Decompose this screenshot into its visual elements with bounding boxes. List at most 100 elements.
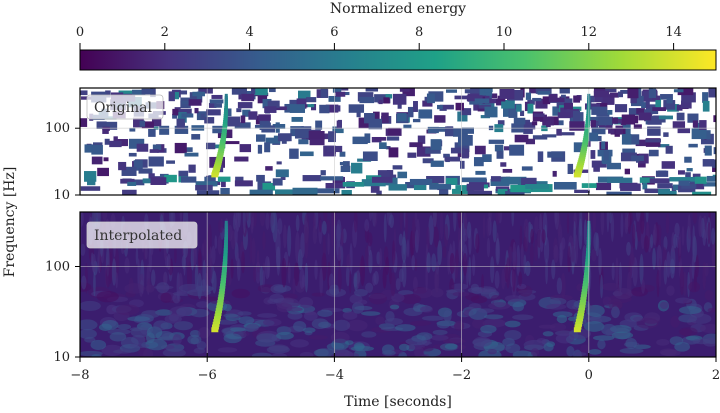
original-tile: [494, 144, 504, 152]
interpolated-chirp: [213, 319, 221, 325]
interpolated-chirp: [578, 305, 585, 311]
interpolated-chirp: [224, 223, 228, 229]
interpolated-blob: [675, 297, 692, 304]
original-tile: [598, 163, 603, 168]
interpolated-chirp: [582, 280, 589, 286]
original-tile: [277, 133, 292, 142]
interpolated-blob: [626, 241, 632, 256]
interpolated-blob: [707, 221, 711, 245]
interpolated-blob: [392, 240, 396, 266]
original-tile: [430, 139, 442, 150]
x-tick-label: −8: [70, 368, 89, 383]
interpolated-blob: [130, 327, 151, 338]
interpolated-blob: [246, 323, 260, 332]
original-tile: [638, 112, 652, 121]
original-tile: [120, 178, 135, 184]
interpolated-blob: [341, 227, 344, 246]
original-tile: [409, 178, 433, 186]
interpolated-blob: [117, 324, 132, 330]
interpolated-blob: [591, 248, 597, 262]
interpolated-chirp: [212, 324, 219, 330]
original-tile: [264, 142, 271, 153]
original-tile: [200, 113, 205, 120]
original-tile: [658, 115, 673, 120]
interpolated-chirp: [222, 259, 228, 265]
original-tile: [444, 126, 454, 137]
interpolated-blob: [674, 222, 680, 238]
original-tile: [269, 88, 276, 93]
interpolated-blob: [687, 214, 691, 240]
original-tile: [422, 158, 434, 164]
original-tile: [455, 102, 464, 111]
x-tick-label: 2: [712, 368, 720, 383]
y-tick-label: 10: [53, 350, 70, 365]
original-tile: [342, 182, 365, 187]
original-tile: [166, 160, 175, 164]
y-tick-label: 10: [53, 188, 70, 203]
original-tile: [385, 94, 393, 99]
original-tile: [262, 98, 272, 109]
original-tile: [359, 96, 375, 104]
interpolated-chirp: [224, 231, 228, 237]
original-y-ticks: 10 100: [45, 121, 80, 203]
interpolated-blob: [382, 350, 396, 356]
interpolated-blob: [652, 247, 656, 270]
interpolated-blob: [337, 267, 342, 293]
original-tile: [256, 174, 265, 182]
original-tile: [525, 92, 532, 100]
original-tile: [672, 121, 686, 129]
original-tile: [265, 137, 281, 144]
original-tile: [427, 126, 439, 134]
original-tile: [335, 91, 346, 97]
original-tile: [702, 100, 710, 112]
original-tile: [593, 88, 606, 93]
interpolated-blob: [456, 344, 466, 350]
original-tile: [704, 145, 712, 156]
original-tile: [252, 88, 268, 96]
interpolated-blob: [231, 288, 250, 299]
interpolated-blob: [237, 311, 252, 316]
interpolated-blob: [368, 292, 387, 305]
original-tile: [399, 88, 410, 92]
original-tile: [235, 176, 244, 182]
original-tile: [573, 142, 587, 153]
interpolated-blob: [566, 213, 570, 234]
interpolated-blob: [172, 293, 181, 304]
interpolated-blob: [285, 306, 303, 312]
original-tile: [208, 103, 217, 108]
original-tile: [655, 98, 662, 109]
original-tile: [352, 136, 368, 145]
original-tile: [292, 187, 318, 195]
interpolated-blob: [442, 339, 466, 344]
original-tile: [339, 151, 346, 157]
original-tile: [378, 99, 383, 105]
interpolated-blob: [113, 349, 133, 354]
interpolated-blob: [164, 314, 182, 324]
interpolated-blob: [546, 303, 567, 310]
original-tile: [275, 122, 280, 133]
interpolated-chirp: [221, 272, 227, 278]
interpolated-blob: [455, 249, 459, 267]
original-tile: [221, 181, 226, 188]
original-tile: [524, 101, 530, 112]
original-tile: [127, 181, 137, 186]
interpolated-blob: [90, 252, 94, 267]
original-tile: [647, 126, 661, 136]
interpolated-blob: [453, 212, 457, 232]
interpolated-blob: [477, 308, 495, 314]
original-tile: [429, 127, 434, 132]
interpolated-blob: [172, 334, 182, 346]
original-tile: [645, 104, 659, 115]
interpolated-blob: [680, 265, 684, 288]
original-tile: [603, 150, 609, 161]
interpolated-blob: [608, 299, 623, 311]
original-tile: [617, 91, 624, 98]
interpolated-blob: [203, 296, 219, 301]
interpolated-blob: [201, 279, 206, 292]
interpolated-blob: [294, 262, 299, 287]
interpolated-blob: [523, 225, 529, 253]
interpolated-blob: [241, 251, 245, 274]
y-tick-label: 100: [45, 121, 70, 136]
interpolated-chirp: [220, 283, 226, 289]
interpolated-blob: [484, 314, 504, 320]
